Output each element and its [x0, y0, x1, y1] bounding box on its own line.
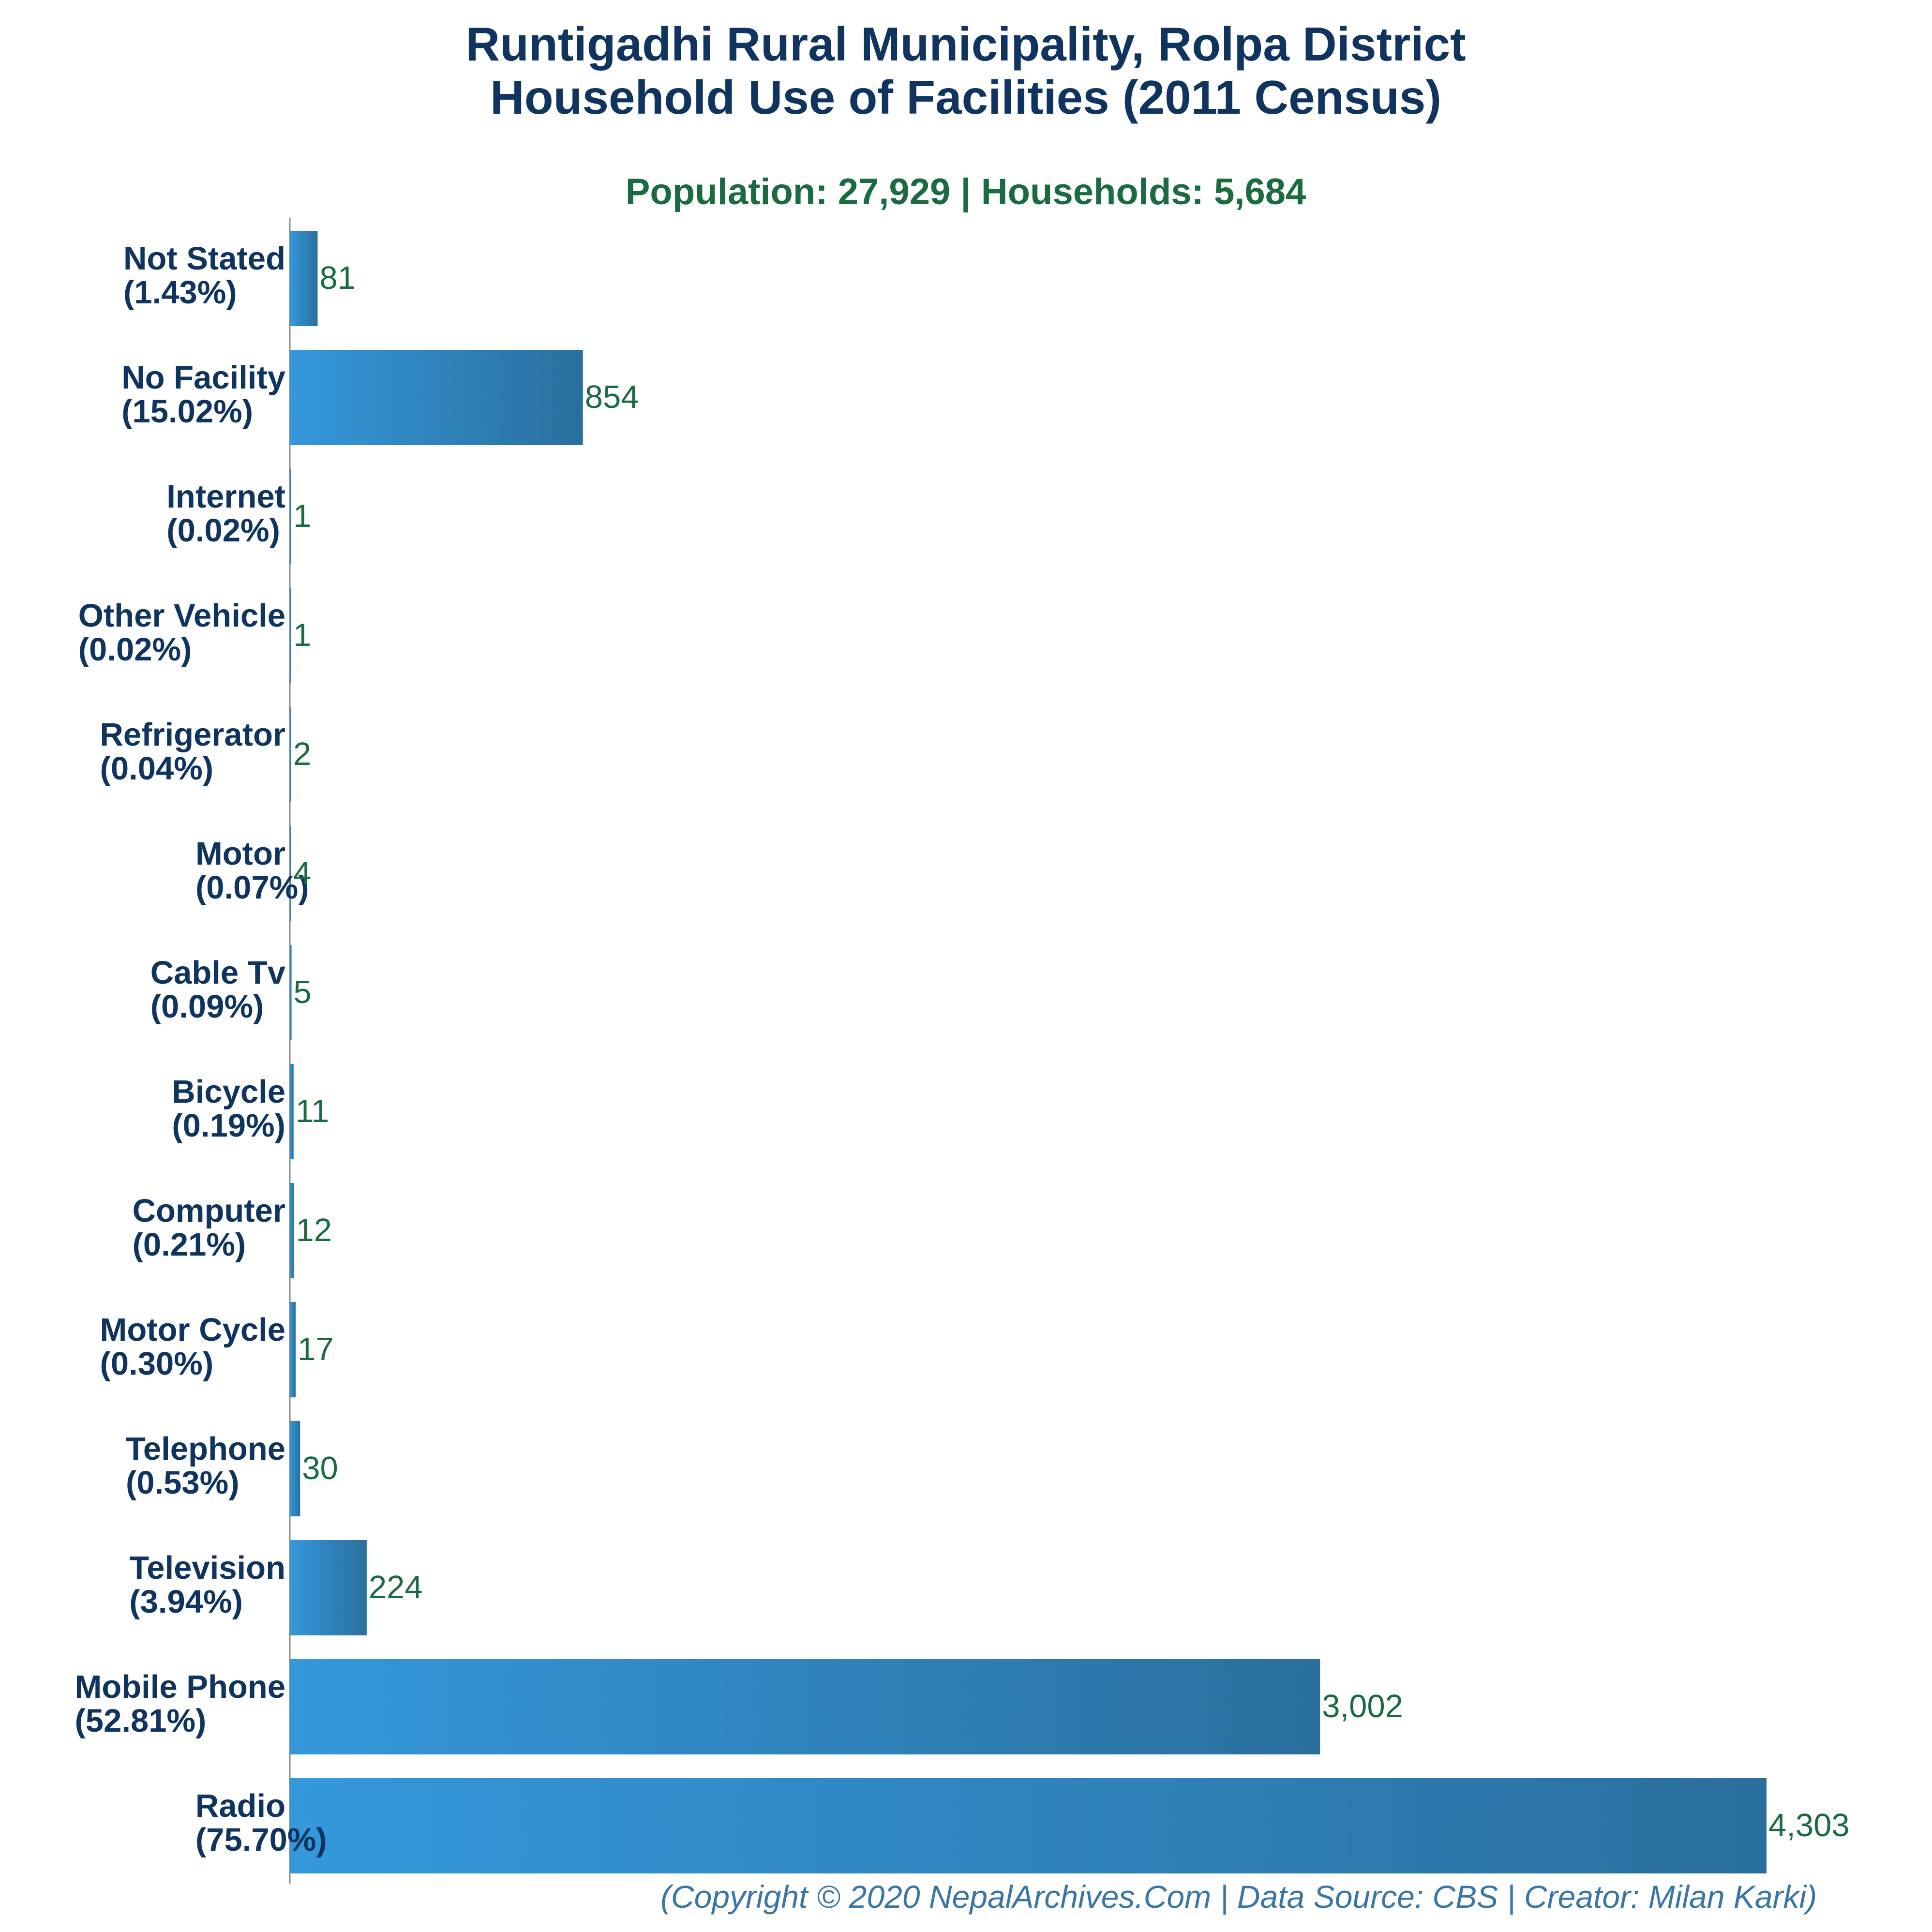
chart-title: Runtigadhi Rural Municipality, Rolpa Dis… [465, 17, 1466, 71]
value-label-no-facility: 854 [585, 379, 639, 415]
category-label-no-facility: No Facility [121, 359, 285, 396]
chart-subtitle: Population: 27,929 | Households: 5,684 [626, 171, 1306, 213]
percent-label-computer: (0.21%) [133, 1227, 246, 1263]
value-label-cable-tv: 5 [294, 974, 312, 1010]
bar-internet [290, 469, 291, 564]
percent-label-telephone: (0.53%) [126, 1465, 240, 1501]
bar-telephone [290, 1421, 300, 1516]
bar-computer [290, 1183, 294, 1278]
category-label-mobile-phone: Mobile Phone [75, 1669, 286, 1705]
bar-bicycle [290, 1064, 294, 1159]
bar-radio [290, 1778, 1767, 1873]
percent-label-motor-cycle: (0.30%) [100, 1346, 214, 1382]
category-labels-group: Not Stated(1.43%) No Facility(15.02%) Inte… [75, 240, 327, 1858]
value-label-computer: 12 [296, 1212, 332, 1248]
percent-label-television: (3.94%) [129, 1584, 243, 1620]
percent-label-refrigerator: (0.04%) [100, 750, 214, 787]
value-label-radio: 4,303 [1768, 1807, 1850, 1843]
category-label-television: Television [129, 1550, 285, 1586]
value-label-bicycle: 11 [296, 1093, 329, 1129]
category-label-radio: Radio [195, 1788, 285, 1824]
bar-television [290, 1540, 367, 1635]
bar-other-vehicle [290, 588, 291, 683]
category-label-telephone: Telephone [126, 1431, 285, 1467]
bar-no-facility [290, 350, 583, 445]
category-label-refrigerator: Refrigerator [100, 717, 285, 753]
bars-group [290, 231, 1767, 1873]
value-label-other-vehicle: 1 [293, 617, 311, 653]
value-label-television: 224 [369, 1569, 423, 1605]
percent-label-radio: (75.70%) [195, 1822, 327, 1858]
value-label-motor: 4 [293, 855, 311, 891]
category-label-motor: Motor [195, 836, 285, 872]
value-label-motor-cycle: 17 [298, 1331, 334, 1367]
category-label-cable-tv: Cable Tv [150, 955, 285, 991]
percent-label-other-vehicle: (0.02%) [78, 631, 192, 668]
bar-mobile-phone [290, 1659, 1320, 1754]
category-label-computer: Computer [133, 1193, 285, 1229]
category-label-not-stated: Not Stated [123, 240, 285, 277]
percent-label-motor: (0.07%) [195, 869, 309, 906]
bar-cable-tv [290, 945, 292, 1040]
bar-refrigerator [290, 707, 291, 802]
value-label-mobile-phone: 3,002 [1322, 1688, 1403, 1724]
category-label-bicycle: Bicycle [172, 1074, 285, 1110]
percent-label-mobile-phone: (52.81%) [75, 1703, 207, 1739]
value-label-not-stated: 81 [319, 260, 356, 296]
percent-label-no-facility: (15.02%) [121, 393, 253, 430]
value-label-telephone: 30 [302, 1450, 338, 1486]
value-label-refrigerator: 2 [293, 736, 311, 772]
bar-motor [290, 826, 291, 921]
chart-caption: (Copyright © 2020 NepalArchives.Com | Da… [660, 1879, 1817, 1916]
bar-not-stated [290, 231, 318, 326]
value-label-internet: 1 [293, 498, 311, 534]
category-label-internet: Internet [166, 479, 285, 515]
bar-motor-cycle [290, 1302, 296, 1397]
percent-label-cable-tv: (0.09%) [150, 988, 264, 1025]
percent-label-bicycle: (0.19%) [172, 1108, 285, 1144]
percent-label-not-stated: (1.43%) [123, 274, 237, 311]
category-label-other-vehicle: Other Vehicle [78, 598, 285, 634]
percent-label-internet: (0.02%) [166, 512, 280, 549]
chart-title-line2: Household Use of Facilities (2011 Census… [490, 71, 1441, 124]
category-label-motor-cycle: Motor Cycle [100, 1312, 285, 1348]
